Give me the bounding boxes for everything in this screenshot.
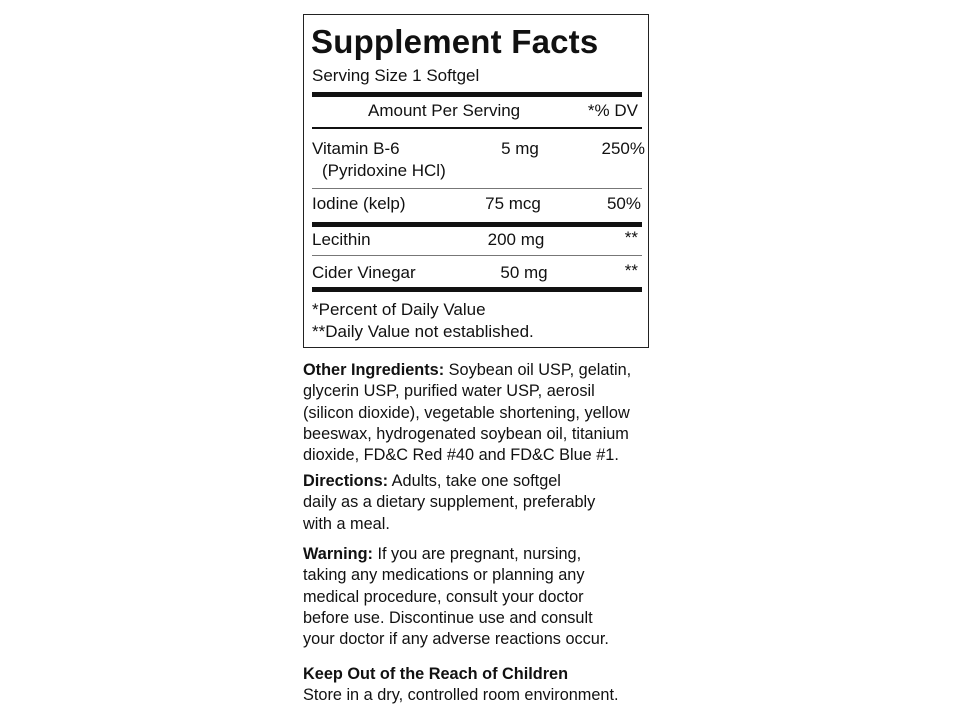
warning: Warning: If you are pregnant, nursing, t…	[303, 545, 609, 649]
section-label: Keep Out of the Reach of Children	[303, 665, 569, 683]
footnote: **Daily Value not established.	[312, 322, 534, 341]
divider	[312, 255, 642, 256]
nutrient-amount: 5 mg	[501, 139, 539, 158]
footnote: *Percent of Daily Value	[312, 300, 486, 319]
section-label: Other Ingredients:	[303, 361, 445, 379]
header-dv: *% DV	[587, 101, 638, 120]
storage: Keep Out of the Reach of Children Store …	[303, 665, 619, 705]
serving-size: Serving Size 1 Softgel	[312, 66, 480, 85]
section-label: Directions:	[303, 472, 389, 490]
divider	[312, 188, 642, 189]
nutrient-name: Vitamin B-6	[312, 139, 400, 158]
nutrient-dv: 50%	[606, 194, 641, 213]
divider	[312, 127, 642, 129]
other-ingredients: Other Ingredients: Soybean oil USP, gela…	[303, 361, 632, 465]
header-amount: Amount Per Serving	[368, 101, 521, 120]
nutrient-dv: **	[624, 261, 638, 280]
nutrient-subname: (Pyridoxine HCl)	[322, 161, 446, 180]
nutrient-name: Iodine (kelp)	[312, 194, 406, 213]
nutrient-dv: **	[624, 228, 638, 247]
nutrient-amount: 50 mg	[500, 263, 548, 282]
divider-thick	[312, 222, 642, 227]
nutrient-name: Cider Vinegar	[312, 263, 416, 282]
nutrient-amount: 75 mcg	[485, 194, 541, 213]
panel-title: Supplement Facts	[311, 23, 599, 60]
divider-thick	[312, 287, 642, 292]
nutrient-amount: 200 mg	[487, 230, 545, 249]
supplement-facts-panel	[303, 14, 649, 348]
nutrient-name: Lecithin	[312, 230, 371, 249]
directions: Directions: Adults, take one softgel dai…	[303, 472, 596, 533]
nutrient-dv: 250%	[601, 139, 645, 158]
section-label: Warning:	[303, 545, 373, 563]
divider-thick	[312, 92, 642, 97]
